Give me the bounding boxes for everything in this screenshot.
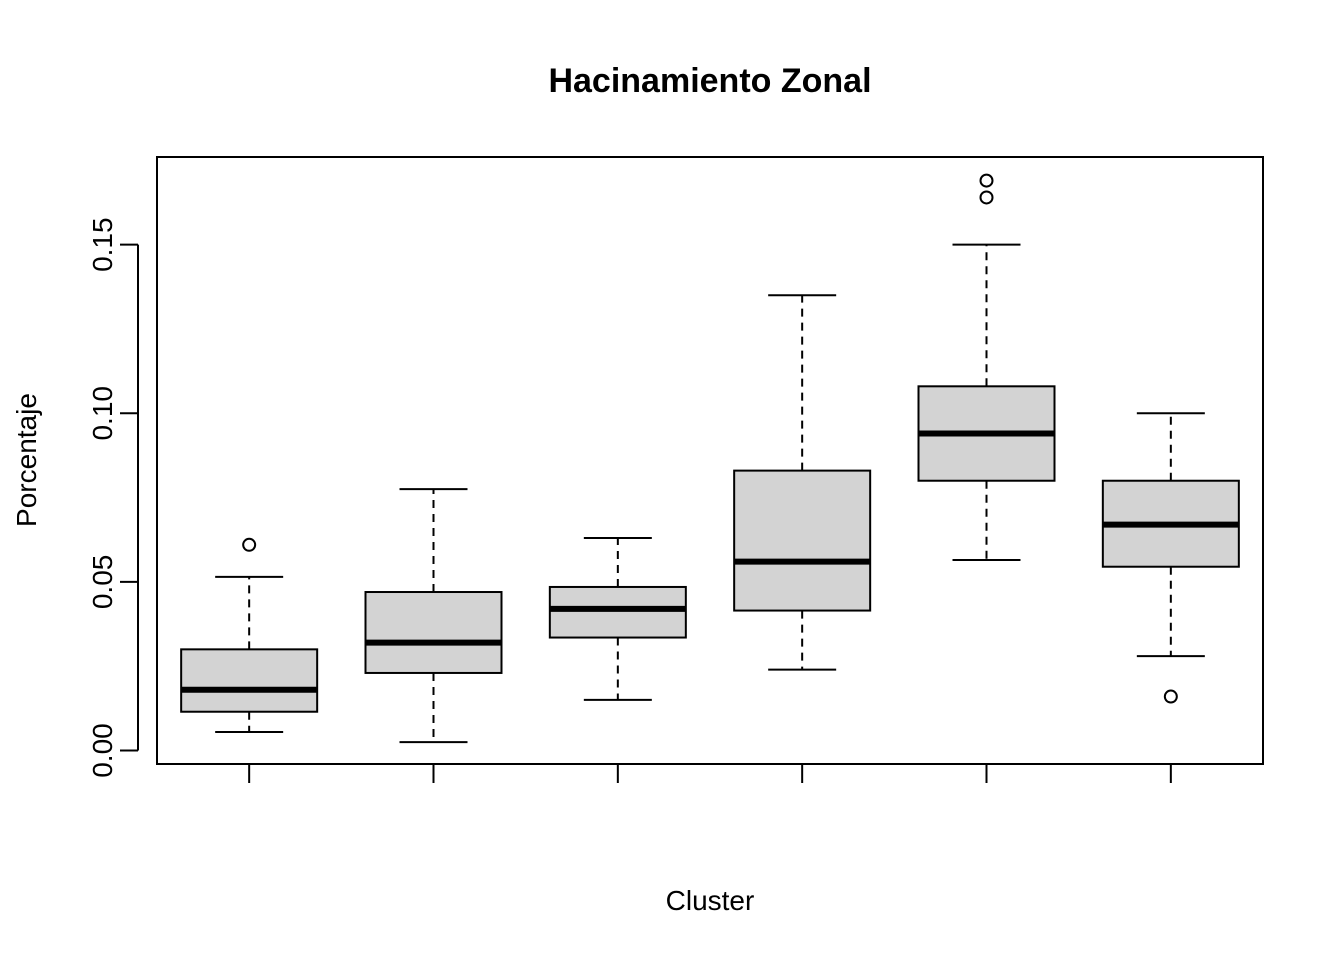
box-cluster-5	[917, 173, 1056, 561]
outlier-point	[979, 173, 994, 188]
box-iqr	[548, 585, 687, 639]
box-iqr	[364, 591, 503, 674]
box-cluster-3	[548, 537, 687, 701]
box-cluster-1	[180, 537, 319, 733]
box-cluster-2	[364, 488, 503, 744]
y-axis-label: Porcentaje	[11, 393, 42, 527]
x-axis	[248, 763, 1172, 783]
box-iqr	[180, 648, 319, 713]
outlier-point	[242, 537, 257, 552]
y-tick-label: 0.15	[87, 217, 118, 272]
outlier-point	[1163, 689, 1178, 704]
box-iqr	[733, 469, 872, 612]
x-axis-label: Cluster	[666, 885, 755, 916]
boxes-group	[180, 173, 1240, 744]
box-cluster-4	[733, 294, 872, 671]
y-axis: 0.00 0.05 0.10 0.15	[87, 217, 139, 778]
box-cluster-6	[1101, 412, 1240, 704]
outlier-point	[979, 190, 994, 205]
y-tick-label: 0.00	[87, 723, 118, 778]
chart-title: Hacinamiento Zonal	[548, 62, 871, 100]
y-tick-label: 0.10	[87, 386, 118, 441]
plot-frame	[156, 156, 1264, 765]
y-tick-label: 0.05	[87, 555, 118, 610]
